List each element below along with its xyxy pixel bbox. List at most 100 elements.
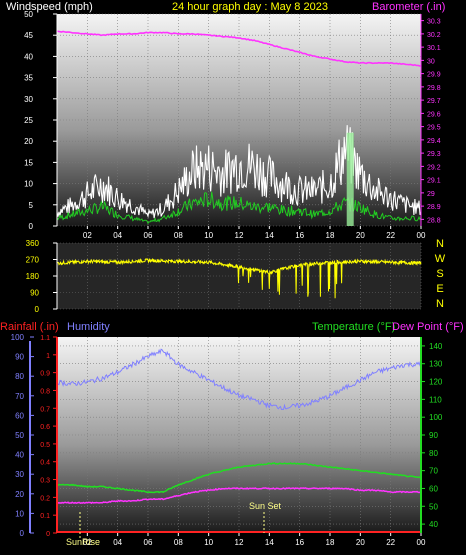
temperature-tick-label: 110: [429, 395, 442, 404]
rainfall-tick-label: 0.4: [40, 460, 50, 467]
rainfall-tick-label: 1: [46, 353, 50, 360]
x-tick-label: 18: [326, 538, 335, 547]
gust-spike: [346, 132, 354, 226]
windspeed-tick-label: 35: [24, 74, 33, 83]
graph-title: 24 hour graph day : May 8 2023: [172, 1, 328, 13]
barometer-tick-label: 29.4: [427, 138, 441, 145]
barometer-tick-label: 29.3: [427, 151, 441, 158]
x-tick-label: 04: [113, 538, 122, 547]
barometer-tick-label: 28.9: [427, 204, 441, 211]
humidity-tick-label: 60: [15, 411, 24, 420]
rainfall-tick-label: 0: [46, 531, 50, 538]
direction-tick-label: 0: [35, 305, 40, 314]
humidity-tick-label: 10: [15, 509, 24, 518]
x-tick-label: 18: [326, 231, 335, 240]
humidity-tick-label: 30: [15, 470, 24, 479]
direction-letter: N: [436, 238, 444, 250]
x-tick-label: 08: [174, 231, 183, 240]
x-tick-label: 08: [174, 538, 183, 547]
bottom-series: [56, 348, 422, 533]
temperature-title: Temperature (°F): [312, 321, 395, 333]
average-series-line: [56, 191, 422, 225]
rainfall-title: Rainfall (.in): [0, 321, 59, 333]
barometer-axis: 28.8 28.9 29 29.1 29.2 29.3 29.4 29.5 29.6 29.7 29…: [420, 14, 441, 226]
humidity-tick-label: 70: [15, 392, 24, 401]
windspeed-tick-label: 25: [24, 116, 33, 125]
barometer-tick-label: 30: [427, 58, 435, 65]
sunset-label: Sun Set: [249, 501, 282, 511]
windspeed-tick-label: 45: [24, 31, 33, 40]
humidity-tick-label: 40: [15, 451, 24, 460]
x-tick-label: 00: [417, 538, 426, 547]
sunrise-label: SunRise: [66, 537, 100, 547]
x-tick-label: 06: [144, 231, 153, 240]
x-tick-label: 04: [113, 231, 122, 240]
x-tick-label: 12: [235, 231, 244, 240]
barometer-tick-label: 28.8: [427, 217, 441, 224]
windspeed-axis: 0 5 10 15 20 25 30 35 40 45 50: [24, 10, 58, 231]
humidity-tick-label: 100: [11, 333, 25, 342]
temperature-tick-label: 40: [429, 520, 438, 529]
top-series: [56, 30, 422, 226]
x-tick-label: 22: [386, 538, 395, 547]
humidity-series-line: [56, 348, 422, 411]
barometer-title: Barometer (.in): [372, 1, 445, 13]
barometer-tick-label: 30.1: [427, 45, 441, 52]
humidity-title: Humidity: [67, 321, 110, 333]
rainfall-axis: 0 0.1 0.2 0.3 0.4 0.5 0.6 0.7 0.8 0.9 1 1.1: [40, 335, 58, 538]
temperature-tick-label: 60: [429, 484, 438, 493]
direction-tick-label: 360: [26, 239, 40, 248]
temperature-tick-label: 50: [429, 502, 438, 511]
windspeed-tick-label: 15: [24, 158, 33, 167]
direction-letter: W: [435, 253, 446, 265]
bottom-x-axis: 02 04 06 08 10 12 14 16 18 20 22 00: [83, 533, 426, 547]
temperature-tick-label: 130: [429, 360, 443, 369]
barometer-tick-label: 29.9: [427, 72, 441, 79]
gust-series-line: [56, 125, 422, 219]
barometer-tick-label: 29.8: [427, 85, 441, 92]
rainfall-tick-label: 0.2: [40, 495, 50, 502]
x-tick-label: 22: [386, 231, 395, 240]
direction-tick-label: 90: [30, 289, 39, 298]
rainfall-tick-label: 0.9: [40, 371, 50, 378]
barometer-tick-label: 29.1: [427, 178, 441, 185]
rainfall-tick-label: 0.8: [40, 388, 50, 395]
windspeed-tick-label: 20: [24, 137, 33, 146]
humidity-tick-label: 80: [15, 372, 24, 381]
temperature-series-line: [56, 462, 422, 494]
x-tick-label: 02: [83, 231, 92, 240]
direction-tick-label: 270: [26, 256, 40, 265]
x-tick-label: 16: [295, 538, 304, 547]
x-tick-label: 14: [265, 538, 274, 547]
temperature-tick-label: 100: [429, 413, 443, 422]
x-tick-label: 14: [265, 231, 274, 240]
rainfall-tick-label: 0.1: [40, 513, 50, 520]
direction-tick-label: 180: [26, 272, 40, 281]
temperature-tick-label: 120: [429, 378, 443, 387]
barometer-tick-label: 29: [427, 191, 435, 198]
barometer-tick-label: 29.7: [427, 98, 441, 105]
windspeed-tick-label: 50: [24, 10, 33, 19]
barometer-tick-label: 29.5: [427, 125, 441, 132]
windspeed-title: Windspeed (mph): [6, 1, 93, 13]
temperature-tick-label: 70: [429, 467, 438, 476]
direction-series-line: [56, 257, 422, 299]
direction-letter: E: [436, 283, 443, 295]
top-x-axis: 02 04 06 08 10 12 14 16 18 20 22 00: [83, 226, 426, 240]
temperature-tick-label: 140: [429, 342, 443, 351]
humidity-tick-label: 20: [15, 490, 24, 499]
direction-series: [56, 257, 422, 299]
windspeed-tick-label: 30: [24, 95, 33, 104]
windspeed-tick-label: 0: [29, 222, 34, 231]
temperature-tick-label: 90: [429, 431, 438, 440]
barometer-tick-label: 30.3: [427, 19, 441, 26]
rainfall-tick-label: 0.7: [40, 406, 50, 413]
x-tick-label: 00: [417, 231, 426, 240]
direction-grid: [57, 242, 422, 310]
humidity-tick-label: 90: [15, 353, 24, 362]
direction-letter: N: [436, 298, 444, 310]
windspeed-tick-label: 5: [29, 201, 34, 210]
direction-axis: 0 90 180 270 360: [26, 239, 58, 314]
